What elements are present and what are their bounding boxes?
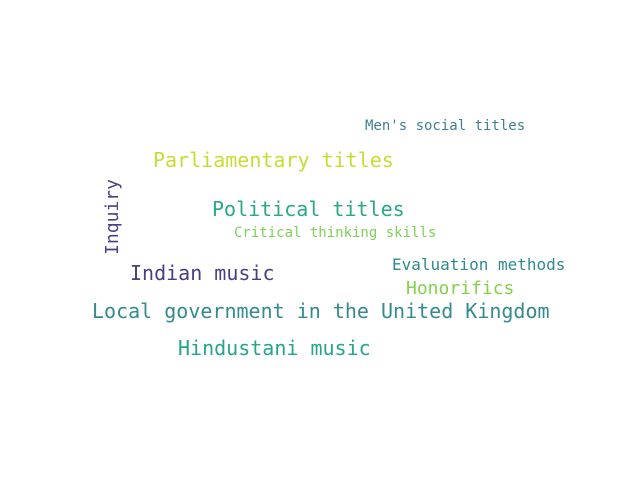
word-political-titles: Political titles <box>212 197 405 221</box>
word-indian-music: Indian music <box>130 261 275 285</box>
word-parliamentary-titles: Parliamentary titles <box>153 148 394 172</box>
word-critical-thinking-skills: Critical thinking skills <box>234 225 437 241</box>
word-local-government-uk: Local government in the United Kingdom <box>92 299 550 323</box>
word-honorifics: Honorifics <box>406 278 515 299</box>
word-evaluation-methods: Evaluation methods <box>392 255 566 274</box>
word-hindustani-music: Hindustani music <box>178 336 371 360</box>
word-mens-social-titles: Men's social titles <box>365 118 526 134</box>
word-inquiry: Inquiry <box>102 179 123 255</box>
